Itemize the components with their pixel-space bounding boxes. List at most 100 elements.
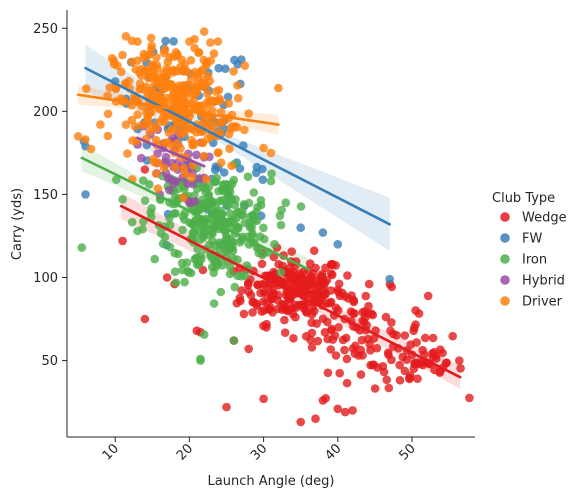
data-point <box>313 336 323 346</box>
data-point <box>188 179 198 189</box>
data-point <box>178 212 188 221</box>
data-point <box>202 60 211 69</box>
data-point <box>307 343 317 352</box>
data-point <box>218 240 228 250</box>
data-point <box>179 164 188 173</box>
data-point <box>280 328 290 338</box>
data-point <box>109 59 119 69</box>
data-point <box>432 354 441 363</box>
data-point <box>326 345 336 354</box>
data-point <box>326 269 336 278</box>
data-point <box>267 292 276 302</box>
data-point <box>253 280 263 290</box>
data-point <box>442 358 451 368</box>
x-tick-label: 20 <box>174 441 196 463</box>
data-point <box>199 330 209 339</box>
data-point <box>245 223 255 232</box>
data-point <box>200 223 210 233</box>
data-point <box>270 239 279 249</box>
data-point <box>259 394 268 404</box>
data-point <box>103 109 113 119</box>
data-point <box>222 402 231 412</box>
data-point <box>150 254 159 264</box>
data-point <box>333 404 343 414</box>
data-point <box>253 202 262 212</box>
data-point <box>235 238 245 247</box>
data-point <box>218 180 228 189</box>
y-tick-label: 50 <box>41 354 58 369</box>
data-point <box>240 125 249 135</box>
data-point <box>385 274 395 284</box>
data-point <box>121 120 131 129</box>
data-point <box>335 368 345 378</box>
data-point <box>257 259 267 269</box>
data-point <box>127 115 137 125</box>
data-point <box>255 232 265 241</box>
data-point <box>143 115 152 125</box>
data-point <box>269 267 278 277</box>
data-point <box>465 393 474 403</box>
x-tick-label: 30 <box>248 441 270 463</box>
data-point <box>127 217 137 227</box>
regression-line-wedge <box>119 204 462 379</box>
data-point <box>170 267 180 277</box>
data-point <box>383 348 393 358</box>
data-point <box>283 306 292 316</box>
legend-label-hybrid: Hybrid <box>522 274 565 289</box>
x-axis-ticks: 10 20 30 40 50 <box>100 437 419 464</box>
data-point <box>350 349 360 358</box>
data-point <box>259 321 268 331</box>
series-iron <box>77 159 306 365</box>
data-point <box>312 319 322 328</box>
data-point <box>244 109 253 118</box>
data-point <box>154 77 163 87</box>
data-point <box>180 128 189 137</box>
data-point <box>342 378 352 388</box>
data-point <box>198 195 207 204</box>
data-point <box>237 286 246 295</box>
data-point <box>121 32 131 41</box>
data-point <box>165 213 174 223</box>
data-point <box>291 312 300 322</box>
data-point <box>216 158 226 167</box>
data-point <box>212 173 221 183</box>
data-point <box>161 152 171 162</box>
data-point <box>187 173 196 182</box>
legend-marker-iron <box>500 254 510 264</box>
data-point <box>188 140 197 150</box>
data-point <box>214 85 224 95</box>
regression-lines <box>76 66 462 379</box>
x-tick-label: 10 <box>100 441 122 463</box>
data-point <box>208 121 218 131</box>
data-point <box>361 291 371 301</box>
data-point <box>305 276 315 285</box>
data-point <box>219 168 229 177</box>
data-point <box>141 66 150 75</box>
data-point <box>343 271 352 280</box>
data-point <box>223 201 233 210</box>
data-point <box>239 200 249 209</box>
data-point <box>193 73 203 82</box>
data-point <box>340 407 350 417</box>
legend-marker-fw <box>500 233 510 243</box>
data-point <box>369 334 379 343</box>
data-point <box>248 308 257 317</box>
data-point <box>275 211 285 220</box>
data-point <box>201 81 211 91</box>
data-point <box>387 282 397 292</box>
data-point <box>318 228 328 237</box>
data-point <box>259 143 268 153</box>
data-point <box>348 406 357 415</box>
data-point <box>368 360 377 370</box>
data-point <box>191 216 201 225</box>
data-point <box>163 57 173 67</box>
data-point <box>176 144 185 153</box>
legend-marker-hybrid <box>500 275 510 285</box>
data-point <box>266 176 276 186</box>
data-point <box>229 175 239 185</box>
data-point <box>160 138 170 148</box>
data-point <box>105 83 114 92</box>
data-point <box>124 76 134 86</box>
regression-line-hybrid <box>136 136 206 168</box>
